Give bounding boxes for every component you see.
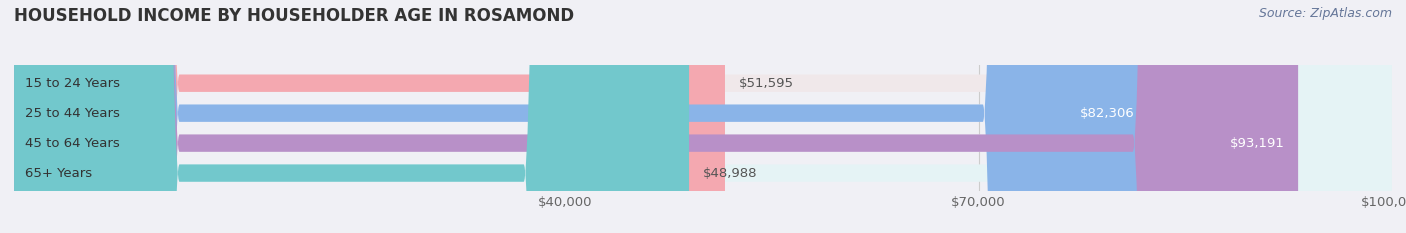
FancyBboxPatch shape xyxy=(14,0,1392,233)
FancyBboxPatch shape xyxy=(14,0,1392,233)
FancyBboxPatch shape xyxy=(14,0,689,233)
FancyBboxPatch shape xyxy=(14,0,1149,233)
Text: $51,595: $51,595 xyxy=(738,77,794,90)
FancyBboxPatch shape xyxy=(14,0,1298,233)
Text: $82,306: $82,306 xyxy=(1080,107,1135,120)
FancyBboxPatch shape xyxy=(14,0,725,233)
Text: 45 to 64 Years: 45 to 64 Years xyxy=(25,137,120,150)
FancyBboxPatch shape xyxy=(14,0,1392,233)
FancyBboxPatch shape xyxy=(14,0,1392,233)
Text: Source: ZipAtlas.com: Source: ZipAtlas.com xyxy=(1258,7,1392,20)
Text: $48,988: $48,988 xyxy=(703,167,758,180)
Text: 25 to 44 Years: 25 to 44 Years xyxy=(25,107,120,120)
Text: 15 to 24 Years: 15 to 24 Years xyxy=(25,77,120,90)
Text: HOUSEHOLD INCOME BY HOUSEHOLDER AGE IN ROSAMOND: HOUSEHOLD INCOME BY HOUSEHOLDER AGE IN R… xyxy=(14,7,574,25)
Text: $93,191: $93,191 xyxy=(1229,137,1284,150)
Text: 65+ Years: 65+ Years xyxy=(25,167,93,180)
